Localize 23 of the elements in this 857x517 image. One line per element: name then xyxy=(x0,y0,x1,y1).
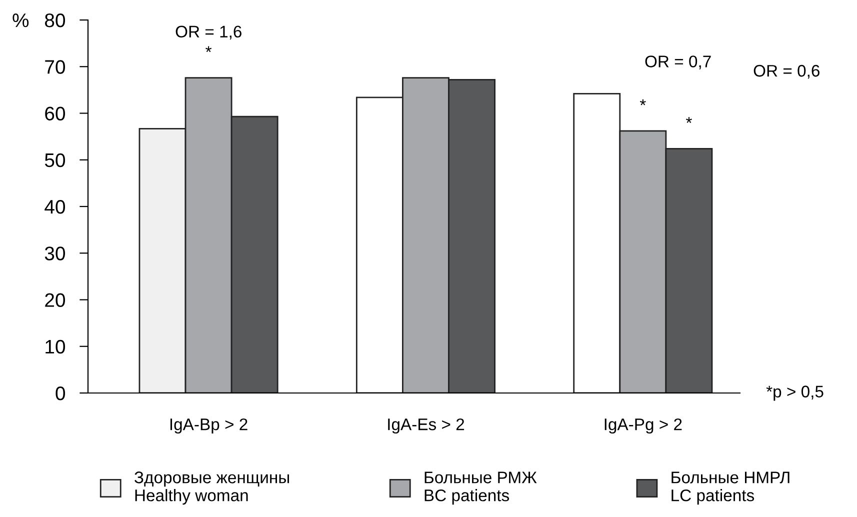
x-tick-label: IgA-Pg > 2 xyxy=(604,418,682,434)
legend-label: Здоровые женщины Healthy woman xyxy=(134,472,289,505)
text: OR = 0,6 xyxy=(754,64,820,79)
legend-label: Больные НМРЛ LC patients xyxy=(672,472,790,505)
annotation: OR = 1,6 xyxy=(176,26,242,40)
y-tick-label: 30 xyxy=(44,246,66,260)
y-tick-label: 10 xyxy=(46,340,66,354)
legend-label: Больные РМЖ BC patients xyxy=(424,472,537,505)
x-tick-label: IgA-Es > 2 xyxy=(388,418,464,434)
text: *p > 0,5 xyxy=(766,386,824,401)
data-label: * xyxy=(640,99,646,106)
data-label: * xyxy=(686,117,692,123)
y-tick-label: 40 xyxy=(44,200,66,214)
y-tick-label: 50 xyxy=(44,153,66,168)
annotation: OR = 0,7 xyxy=(645,56,711,70)
y-tick-label: 20 xyxy=(45,293,66,307)
data-label: * xyxy=(206,46,212,52)
y-tick-label: 0 xyxy=(56,386,66,400)
x-tick-label: IgA-Bp > 2 xyxy=(170,418,248,434)
y-axis-title: % xyxy=(12,14,29,28)
y-tick-label: 80 xyxy=(44,13,66,28)
y-tick-label: 70 xyxy=(45,60,66,74)
y-tick-label: 60 xyxy=(45,106,66,120)
